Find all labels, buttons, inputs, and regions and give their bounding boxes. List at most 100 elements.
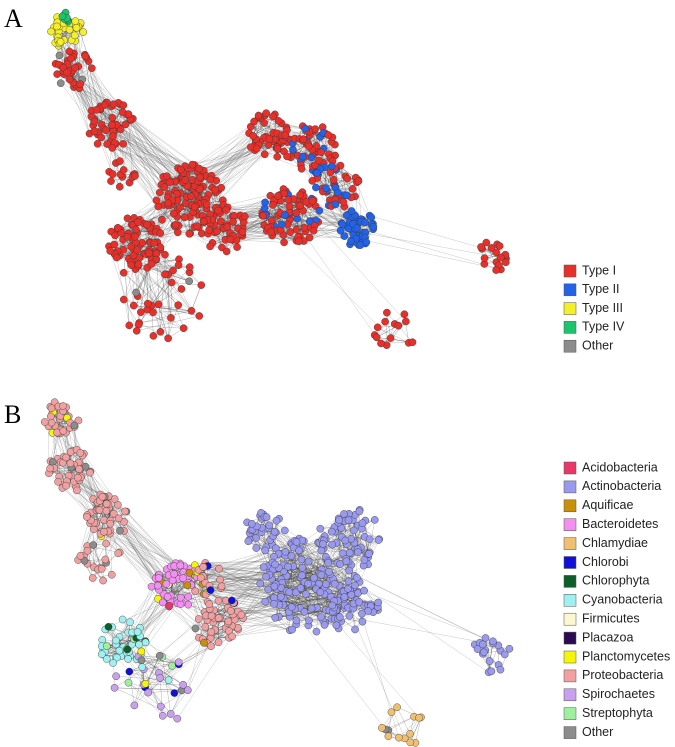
node bbox=[123, 233, 132, 241]
node bbox=[58, 12, 67, 21]
node bbox=[314, 156, 323, 165]
node bbox=[160, 183, 169, 191]
edge bbox=[156, 253, 161, 332]
edge bbox=[141, 660, 179, 663]
node bbox=[119, 295, 128, 304]
node bbox=[308, 197, 317, 205]
edge bbox=[164, 274, 172, 318]
node bbox=[114, 514, 123, 523]
edge bbox=[156, 253, 179, 266]
node bbox=[190, 203, 199, 211]
edge bbox=[135, 269, 192, 311]
node bbox=[123, 214, 132, 223]
node bbox=[185, 229, 194, 238]
node bbox=[155, 188, 164, 197]
node bbox=[155, 574, 163, 582]
node bbox=[249, 132, 257, 140]
edge bbox=[78, 31, 84, 67]
node bbox=[177, 165, 185, 174]
node bbox=[339, 198, 348, 206]
node bbox=[265, 135, 274, 143]
node bbox=[79, 28, 88, 36]
edge bbox=[128, 114, 224, 201]
node bbox=[131, 172, 139, 180]
node bbox=[109, 100, 118, 109]
edge bbox=[298, 205, 350, 223]
node bbox=[193, 222, 201, 230]
node bbox=[167, 314, 175, 322]
node bbox=[305, 217, 314, 226]
edge bbox=[140, 312, 184, 329]
node bbox=[90, 117, 99, 126]
node bbox=[156, 229, 165, 237]
node bbox=[329, 175, 338, 184]
edge bbox=[229, 620, 297, 638]
node bbox=[97, 133, 105, 142]
node bbox=[116, 157, 124, 165]
node bbox=[283, 152, 291, 161]
node bbox=[327, 162, 336, 171]
node bbox=[95, 506, 104, 514]
edge bbox=[156, 253, 184, 329]
node bbox=[497, 253, 505, 262]
node bbox=[262, 109, 270, 117]
node bbox=[202, 200, 211, 209]
node bbox=[132, 225, 140, 234]
node bbox=[197, 281, 206, 289]
node bbox=[110, 240, 119, 249]
node bbox=[313, 169, 321, 177]
edge bbox=[232, 215, 263, 240]
node bbox=[482, 238, 491, 247]
edge bbox=[145, 683, 171, 715]
edge bbox=[170, 690, 182, 714]
edge bbox=[168, 639, 203, 681]
node bbox=[179, 574, 187, 582]
edge bbox=[62, 487, 92, 513]
node bbox=[188, 160, 197, 169]
node bbox=[176, 561, 185, 570]
edge bbox=[48, 469, 81, 474]
edge bbox=[139, 317, 171, 324]
node bbox=[53, 22, 61, 31]
node bbox=[98, 492, 107, 501]
edge bbox=[66, 72, 108, 103]
node bbox=[300, 223, 309, 232]
node bbox=[206, 242, 214, 251]
node bbox=[145, 249, 153, 258]
node bbox=[163, 172, 171, 180]
node bbox=[164, 199, 172, 208]
node bbox=[81, 462, 90, 471]
node bbox=[166, 178, 174, 187]
node bbox=[361, 218, 369, 227]
edge bbox=[135, 268, 174, 271]
node bbox=[101, 126, 110, 135]
node bbox=[200, 638, 208, 647]
nodes bbox=[40, 8, 514, 747]
node bbox=[492, 248, 501, 257]
edge bbox=[131, 586, 152, 633]
node bbox=[75, 465, 83, 473]
edge bbox=[175, 226, 213, 243]
node bbox=[102, 507, 111, 515]
edge bbox=[145, 656, 163, 684]
edge bbox=[369, 215, 497, 253]
node bbox=[170, 570, 178, 578]
node bbox=[199, 217, 208, 226]
node bbox=[480, 254, 489, 262]
node bbox=[408, 338, 417, 346]
node bbox=[173, 189, 181, 198]
node bbox=[211, 185, 219, 194]
node bbox=[108, 113, 117, 122]
edge bbox=[123, 143, 174, 203]
node bbox=[184, 592, 193, 601]
node bbox=[119, 166, 128, 174]
node bbox=[214, 596, 223, 605]
node bbox=[342, 191, 351, 200]
edge bbox=[205, 594, 306, 628]
node bbox=[115, 182, 124, 191]
node bbox=[222, 206, 230, 214]
edge bbox=[105, 530, 121, 560]
node bbox=[402, 317, 410, 326]
node bbox=[164, 334, 172, 343]
node bbox=[191, 624, 200, 633]
